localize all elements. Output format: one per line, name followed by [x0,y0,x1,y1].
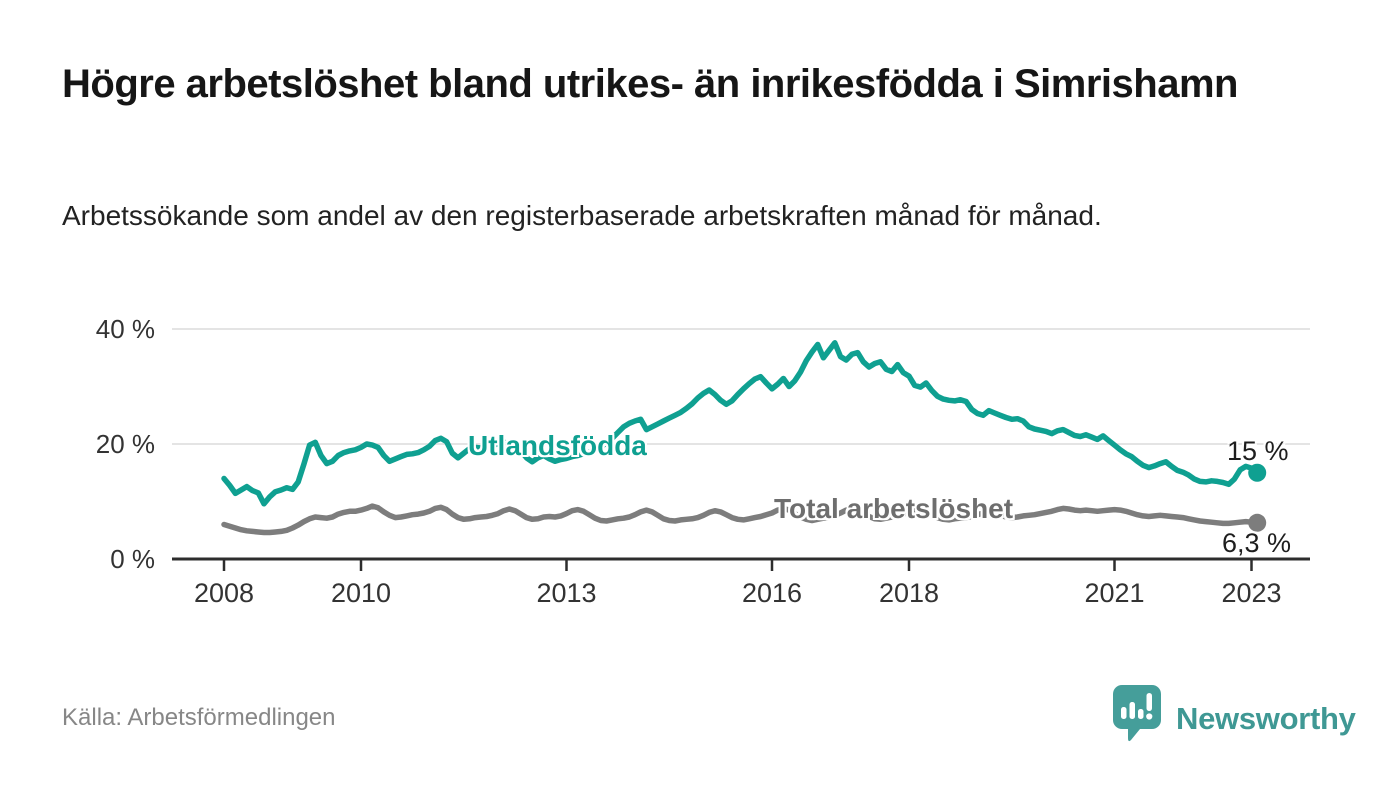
source-note: Källa: Arbetsförmedlingen [62,704,336,731]
series-end-dot-utlandsfodda [1248,463,1267,482]
line-chart: 0 % 20 % 40 % 2008 2010 2013 2016 2018 2021 2023 [96,314,1310,608]
series-end-dot-total [1248,513,1267,532]
series-label-utlandsfodda: Utlandsfödda [468,430,647,461]
series-label-total-arbetsloshet: Total arbetslöshet [774,493,1014,524]
end-value-utlandsfodda: 15 % [1227,436,1289,466]
newsworthy-logo-icon [1113,685,1161,742]
newsworthy-wordmark: Newsworthy [1176,701,1356,736]
chart-title: Högre arbetslöshet bland utrikes- än inr… [62,62,1238,106]
series-line-total [221,503,1260,536]
x-tick-label-2018: 2018 [879,578,939,608]
x-tick-label-2013: 2013 [536,578,596,608]
x-tick-label-2010: 2010 [331,578,391,608]
x-tick-label-2023: 2023 [1221,578,1281,608]
y-tick-label-0: 0 % [110,544,155,574]
chart-subtitle: Arbetssökande som andel av den registerb… [62,200,1102,231]
y-tick-label-40: 40 % [96,314,155,344]
series-line-utlandsfodda [221,340,1260,507]
x-tick-label-2008: 2008 [194,578,254,608]
end-value-total: 6,3 % [1222,528,1292,558]
newsworthy-logo: Newsworthy [1112,684,1356,742]
x-tick-label-2021: 2021 [1084,578,1144,608]
x-tick-label-2016: 2016 [742,578,802,608]
y-tick-label-20: 20 % [96,429,155,459]
